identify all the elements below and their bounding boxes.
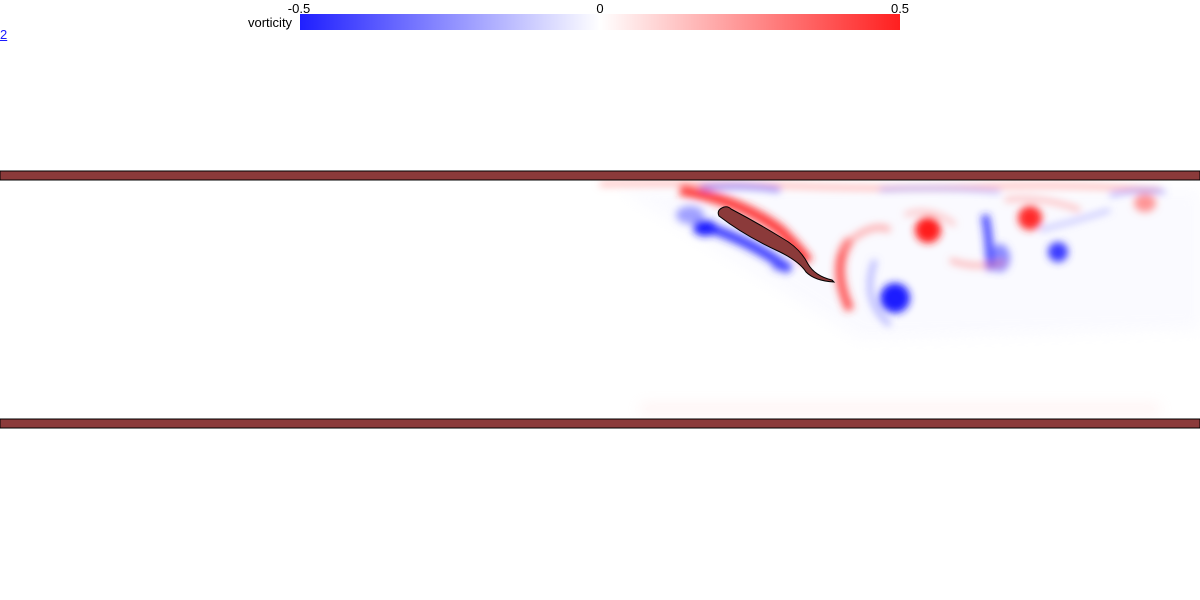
- colorbar-gradient: [300, 14, 900, 30]
- colorbar-label: vorticity: [248, 15, 293, 30]
- colorbar-tick-max: 0.5: [890, 1, 910, 16]
- flexible-foil: [717, 206, 836, 283]
- colorbar-tick-zero: 0: [596, 1, 604, 16]
- channel-wall-top: [0, 170, 1200, 181]
- colorbar-tick-min: -0.5: [287, 1, 311, 16]
- page-link[interactable]: 2: [0, 27, 8, 42]
- channel-wall-bottom: [0, 418, 1200, 429]
